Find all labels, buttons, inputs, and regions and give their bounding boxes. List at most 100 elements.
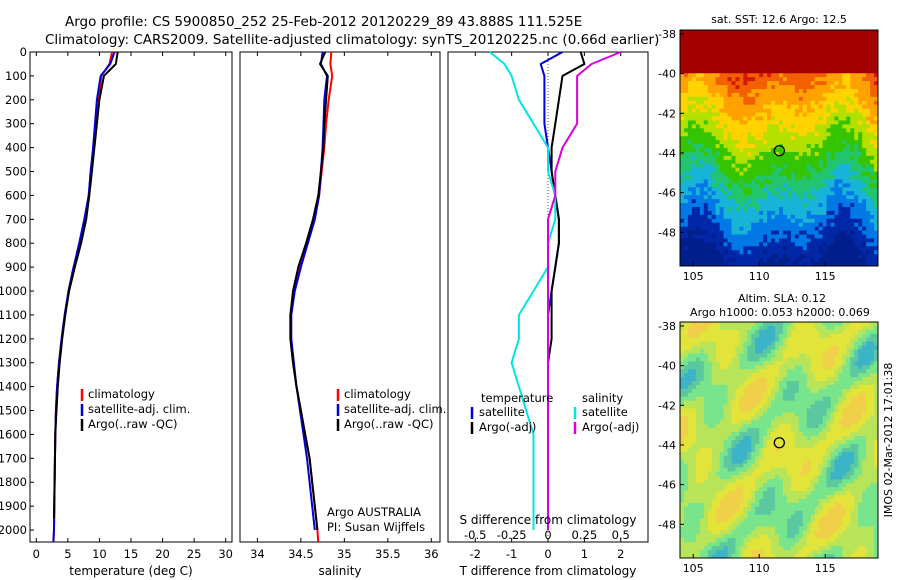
- map-cell: [866, 412, 871, 417]
- map-cell: [691, 329, 697, 335]
- map-cell: [767, 373, 772, 378]
- map-cell: [838, 124, 843, 129]
- map-cell: [830, 163, 835, 169]
- map-cell: [715, 89, 721, 94]
- map-cell: [794, 65, 800, 70]
- map-cell: [739, 155, 744, 161]
- map-cell: [759, 92, 764, 98]
- map-cell: [703, 384, 709, 390]
- map-cell: [680, 85, 685, 90]
- map-cell: [779, 108, 784, 114]
- map-cell: [818, 349, 824, 354]
- map-cell: [834, 254, 839, 259]
- map-cell: [763, 171, 768, 177]
- map-cell: [786, 361, 792, 366]
- map-cell: [862, 369, 867, 374]
- map-cell: [715, 388, 721, 394]
- map-cell: [703, 381, 709, 386]
- difference-x-axis: -2 -1 0 1 2: [470, 52, 624, 561]
- map-cell: [707, 258, 713, 263]
- map-cell: [687, 408, 693, 413]
- map-cell: [858, 191, 863, 196]
- map-cell: [858, 226, 863, 232]
- map-cell: [866, 203, 871, 208]
- map-cell: [779, 30, 784, 35]
- map-cell: [731, 45, 736, 51]
- map-cell: [810, 432, 816, 437]
- map-cell: [775, 329, 780, 335]
- map-cell: [763, 61, 768, 66]
- map-cell: [775, 262, 780, 267]
- map-cell: [838, 369, 843, 374]
- map-cell: [818, 210, 824, 216]
- map-cell: [743, 250, 748, 255]
- map-cell: [810, 210, 816, 216]
- map-cell: [687, 151, 693, 157]
- map-cell: [755, 120, 760, 125]
- map-cell: [842, 144, 847, 149]
- map-cell: [759, 214, 764, 220]
- map-cell: [695, 443, 701, 449]
- map-cell: [806, 230, 812, 236]
- map-cell: [723, 199, 729, 204]
- map-cell: [802, 416, 808, 421]
- map-cell: [874, 451, 879, 457]
- map-cell: [771, 49, 776, 55]
- map-cell: [723, 384, 729, 390]
- map-cell: [818, 412, 824, 417]
- map-cell: [790, 203, 796, 208]
- map-cell: [786, 357, 792, 362]
- map-cell: [731, 128, 736, 133]
- map-cell: [818, 57, 824, 62]
- map-cell: [814, 163, 820, 169]
- map-cell: [683, 333, 689, 339]
- map-cell: [680, 210, 685, 216]
- map-cell: [854, 33, 859, 39]
- argo-program-label: Argo AUSTRALIA: [327, 505, 421, 519]
- map-cell: [680, 420, 685, 425]
- map-cell: [782, 207, 788, 212]
- map-cell: [680, 120, 685, 125]
- map-cell: [866, 100, 871, 106]
- map-cell: [775, 183, 780, 188]
- map-cell: [838, 408, 843, 413]
- map-cell: [790, 416, 796, 421]
- map-cell: [699, 455, 705, 461]
- map-cell: [866, 30, 871, 35]
- map-cell: [810, 254, 816, 259]
- map-cell: [683, 242, 689, 247]
- map-cell: [687, 226, 693, 232]
- map-cell: [826, 203, 831, 208]
- map-cell: [695, 85, 701, 90]
- map-cell: [711, 96, 717, 102]
- depth-tick-label: 1700: [0, 451, 27, 465]
- map-cell: [711, 463, 717, 469]
- map-cell: [771, 373, 776, 378]
- map-cell: [802, 377, 808, 382]
- map-cell: [687, 65, 693, 70]
- map-cell: [743, 369, 748, 374]
- map-cell: [739, 144, 744, 149]
- map-cell: [842, 341, 847, 347]
- map-cell: [775, 163, 780, 169]
- map-cell: [830, 341, 835, 347]
- map-cell: [739, 246, 744, 251]
- map-cell: [802, 148, 808, 153]
- map-cell: [767, 159, 772, 165]
- map-cell: [822, 369, 828, 374]
- map-cell: [680, 412, 685, 417]
- map-cell: [695, 436, 701, 441]
- map-cell: [834, 151, 839, 157]
- map-cell: [715, 230, 721, 236]
- map-cell: [782, 361, 788, 366]
- map-cell: [723, 451, 729, 457]
- map-cell: [862, 85, 867, 90]
- map-cell: [786, 140, 792, 145]
- map-cell: [802, 412, 808, 417]
- map-cell: [731, 420, 736, 425]
- map-cell: [743, 396, 748, 402]
- map-cell: [735, 459, 740, 465]
- map-cell: [683, 65, 689, 70]
- map-cell: [683, 104, 689, 110]
- map-cell: [723, 61, 729, 66]
